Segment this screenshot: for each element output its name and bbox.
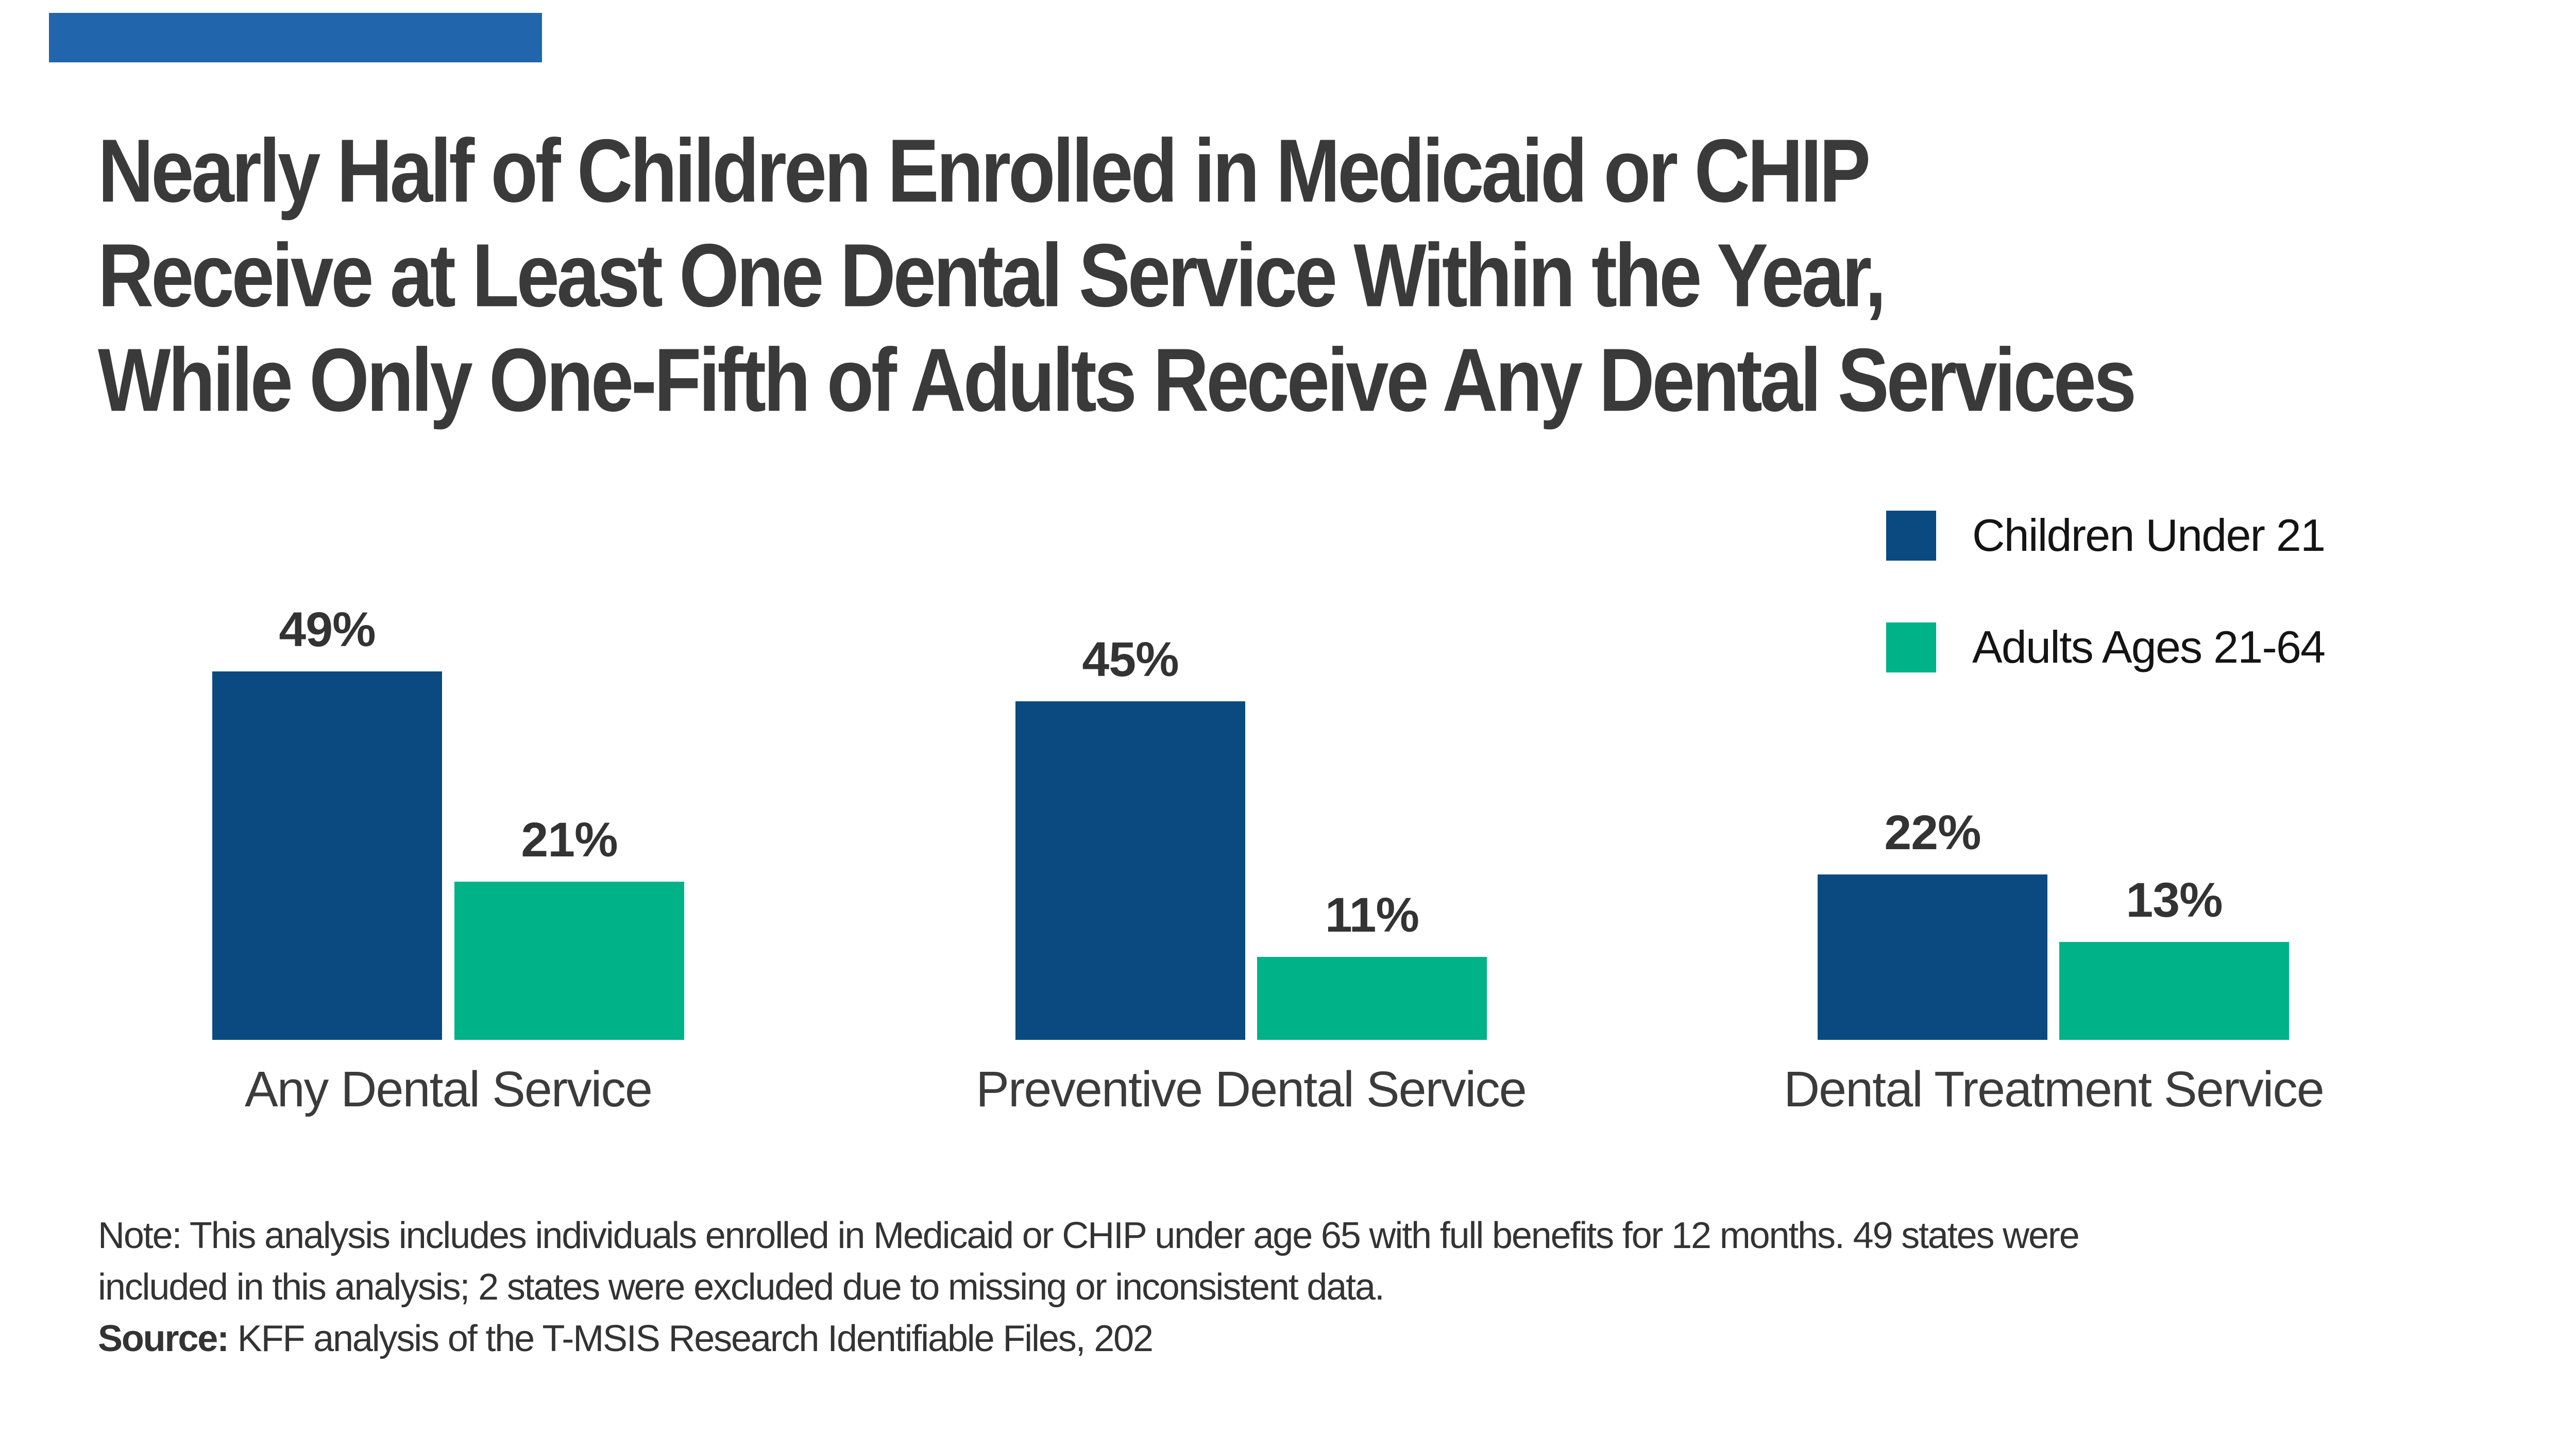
bar-children-preventive: 45% xyxy=(1015,632,1245,1040)
title-line-1: Nearly Half of Children Enrolled in Medi… xyxy=(98,120,1871,221)
legend-label-children: Children Under 21 xyxy=(1972,510,2326,561)
legend-label-adults: Adults Ages 21-64 xyxy=(1972,621,2326,672)
bar-adults-treatment: 13% xyxy=(2059,873,2289,1040)
bar-value-adults-any: 21% xyxy=(521,813,618,867)
bar-children-any-dental: 49% xyxy=(212,602,442,1040)
footnotes: Note: This analysis includes individuals… xyxy=(98,1210,2080,1364)
note-line-2: included in this analysis; 2 states were… xyxy=(98,1267,1385,1308)
source-label: Source: xyxy=(98,1318,229,1359)
legend-swatch-children xyxy=(1886,510,1936,561)
source-line: Source: KFF analysis of the T-MSIS Resea… xyxy=(98,1313,2079,1364)
bar-value-adults-treatment: 13% xyxy=(2126,873,2223,928)
category-label-treatment: Dental Treatment Service xyxy=(1784,1061,2325,1117)
brand-accent-bar xyxy=(49,13,542,62)
legend-item-adults: Adults Ages 21-64 xyxy=(1886,621,2326,673)
bar-value-children-any: 49% xyxy=(279,602,376,657)
legend-swatch-adults xyxy=(1886,622,1936,672)
title-line-2: Receive at Least One Dental Service With… xyxy=(98,225,1886,326)
note-line-1: Note: This analysis includes individuals… xyxy=(98,1215,2080,1256)
title-line-3: While Only One-Fifth of Adults Receive A… xyxy=(98,329,2137,430)
source-text: KFF analysis of the T-MSIS Research Iden… xyxy=(228,1318,1154,1359)
bar-value-children-treatment: 22% xyxy=(1884,805,1981,860)
category-label-any-dental: Any Dental Service xyxy=(245,1061,653,1117)
bar-adults-preventive: 11% xyxy=(1257,888,1487,1040)
category-label-preventive: Preventive Dental Service xyxy=(976,1061,1527,1117)
bar-adults-any-dental: 21% xyxy=(454,813,684,1040)
bar-value-adults-preventive: 11% xyxy=(1325,888,1419,942)
bar-children-treatment: 22% xyxy=(1818,805,2047,1040)
chart-title: Nearly Half of Children Enrolled in Medi… xyxy=(98,119,2137,432)
legend-item-children: Children Under 21 xyxy=(1886,509,2326,562)
bar-value-children-preventive: 45% xyxy=(1082,632,1179,687)
